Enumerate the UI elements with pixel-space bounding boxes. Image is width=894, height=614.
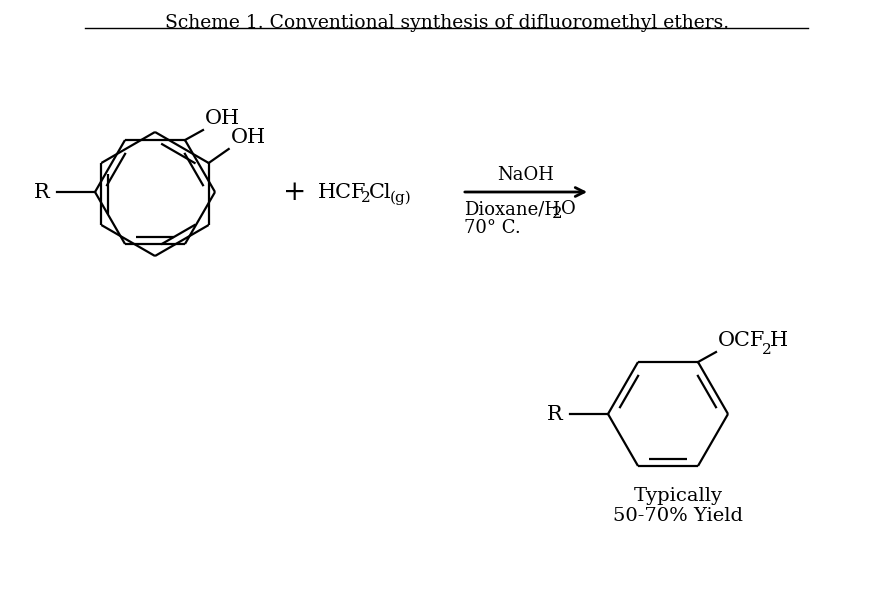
- Text: 2: 2: [761, 343, 771, 357]
- Text: 50-70% Yield: 50-70% Yield: [612, 507, 742, 525]
- Text: (g): (g): [390, 191, 411, 205]
- Text: OH: OH: [231, 128, 266, 147]
- Text: H: H: [769, 331, 788, 350]
- Text: Cl: Cl: [368, 182, 392, 201]
- Text: NaOH: NaOH: [497, 166, 553, 184]
- Text: Typically: Typically: [633, 487, 721, 505]
- Text: 2: 2: [552, 205, 562, 222]
- Text: Scheme 1. Conventional synthesis of difluoromethyl ethers.: Scheme 1. Conventional synthesis of difl…: [164, 14, 729, 32]
- Text: OH: OH: [205, 109, 240, 128]
- Text: R: R: [546, 405, 562, 424]
- Text: +: +: [283, 179, 307, 206]
- Text: 2: 2: [360, 191, 370, 205]
- Text: HCF: HCF: [317, 182, 366, 201]
- Text: O: O: [561, 200, 575, 218]
- Text: Dioxane/H: Dioxane/H: [463, 200, 560, 218]
- Text: R: R: [34, 182, 50, 201]
- Text: 70° C.: 70° C.: [463, 219, 520, 237]
- Text: OCF: OCF: [717, 331, 764, 350]
